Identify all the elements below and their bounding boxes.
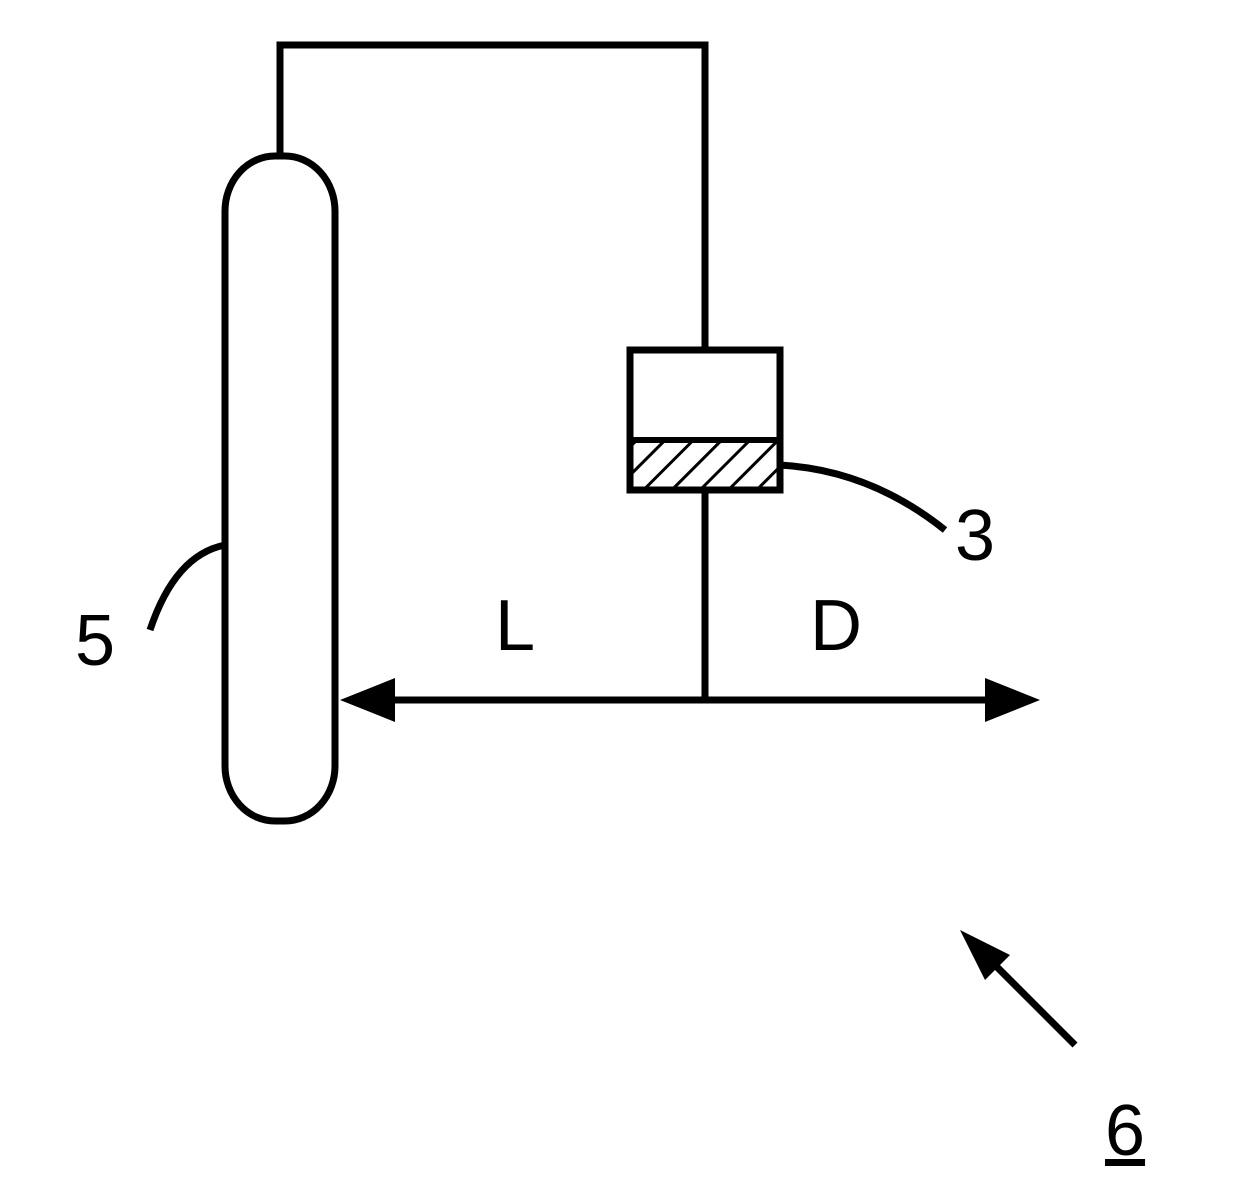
leader-line-5 bbox=[150, 545, 225, 630]
label-dimension-L: L bbox=[495, 585, 535, 667]
leader-line-3 bbox=[780, 465, 945, 530]
label-figure-number: 6 bbox=[1105, 1090, 1145, 1172]
arrow-left-head bbox=[340, 678, 395, 722]
arrow-right-head bbox=[985, 678, 1040, 722]
connector-line bbox=[280, 45, 705, 350]
cylinder-component bbox=[225, 156, 335, 821]
label-dimension-D: D bbox=[810, 585, 862, 667]
diagram-svg bbox=[0, 0, 1238, 1188]
label-component-3: 3 bbox=[955, 495, 995, 577]
label-component-5: 5 bbox=[75, 600, 115, 682]
schematic-diagram: 5 3 L D 6 bbox=[0, 0, 1238, 1188]
box-hatch bbox=[633, 440, 777, 487]
